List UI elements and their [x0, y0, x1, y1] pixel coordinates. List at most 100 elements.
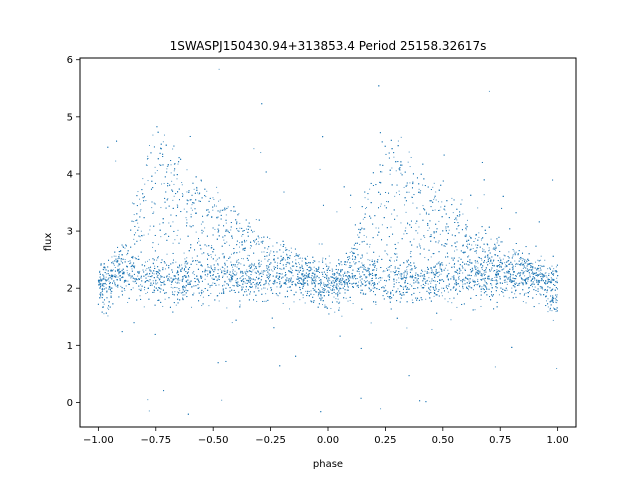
data-point — [300, 257, 302, 259]
data-point — [126, 254, 128, 256]
data-point — [288, 262, 290, 264]
data-point — [319, 168, 321, 170]
data-point — [206, 275, 208, 277]
data-point — [431, 271, 433, 273]
data-point — [321, 287, 323, 289]
data-point — [409, 182, 411, 184]
data-point — [435, 199, 437, 201]
data-point — [153, 291, 155, 293]
data-point — [152, 246, 154, 248]
data-point — [238, 246, 240, 248]
data-point — [270, 269, 272, 271]
data-point — [395, 170, 397, 172]
data-point — [287, 261, 289, 263]
data-point — [183, 252, 185, 254]
data-point — [478, 232, 480, 234]
data-point — [223, 239, 225, 241]
data-point — [483, 249, 485, 251]
data-point — [552, 295, 554, 297]
data-point — [277, 295, 279, 297]
data-point — [147, 180, 149, 182]
data-point — [268, 282, 270, 284]
data-point — [269, 252, 271, 254]
data-point — [453, 275, 455, 277]
data-point — [99, 282, 101, 284]
data-point — [218, 284, 220, 286]
data-point — [176, 234, 178, 236]
data-point — [170, 284, 172, 286]
data-point — [273, 267, 275, 269]
data-point — [107, 315, 109, 317]
data-point — [527, 280, 529, 282]
data-point — [445, 228, 447, 230]
data-point — [503, 268, 505, 270]
data-point — [230, 229, 232, 231]
data-point — [370, 322, 372, 324]
data-point — [406, 269, 408, 271]
data-point — [151, 207, 153, 209]
data-point — [521, 282, 523, 284]
data-point — [450, 319, 452, 321]
data-point — [542, 288, 544, 290]
data-point — [522, 273, 524, 275]
data-point — [535, 261, 537, 263]
data-point — [232, 266, 234, 268]
data-point — [520, 277, 522, 279]
data-point — [189, 225, 191, 227]
data-point — [242, 286, 244, 288]
data-point — [462, 283, 464, 285]
data-point — [186, 191, 188, 193]
data-point — [254, 263, 256, 265]
data-point — [303, 279, 305, 281]
data-point — [112, 269, 114, 271]
data-point — [467, 264, 469, 266]
data-point — [118, 254, 120, 256]
data-point — [430, 289, 432, 291]
data-point — [504, 266, 506, 268]
data-point — [535, 294, 537, 296]
data-point — [140, 284, 142, 286]
data-point — [349, 300, 351, 302]
data-point — [287, 286, 289, 288]
data-point — [288, 286, 290, 288]
data-point — [513, 250, 515, 252]
data-point — [119, 268, 121, 270]
data-point — [542, 265, 544, 267]
data-point — [242, 271, 244, 273]
data-point — [537, 273, 539, 275]
data-point — [313, 266, 315, 268]
data-point — [191, 209, 193, 211]
data-point — [511, 281, 513, 283]
data-point — [425, 298, 427, 300]
data-point — [304, 277, 306, 279]
data-point — [246, 240, 248, 242]
data-point — [190, 213, 192, 215]
data-point — [506, 277, 508, 279]
data-point — [188, 276, 190, 278]
data-point — [375, 227, 377, 229]
data-point — [200, 180, 202, 182]
data-point — [222, 253, 224, 255]
data-point — [175, 304, 177, 306]
data-point — [235, 280, 237, 282]
data-point — [362, 228, 364, 230]
data-point — [510, 281, 512, 283]
data-point — [462, 213, 464, 215]
data-point — [361, 262, 363, 264]
data-point — [261, 272, 263, 274]
data-point — [523, 264, 525, 266]
data-point — [127, 280, 129, 282]
data-point — [394, 266, 396, 268]
data-point — [454, 218, 456, 220]
data-point — [148, 410, 150, 412]
data-point — [416, 273, 418, 275]
data-point — [417, 282, 419, 284]
data-point — [239, 242, 241, 244]
data-point — [475, 252, 477, 254]
data-point — [272, 270, 274, 272]
data-point — [262, 274, 264, 276]
data-point — [513, 282, 515, 284]
data-point — [368, 287, 370, 289]
data-point — [236, 272, 238, 274]
data-point — [304, 302, 306, 304]
